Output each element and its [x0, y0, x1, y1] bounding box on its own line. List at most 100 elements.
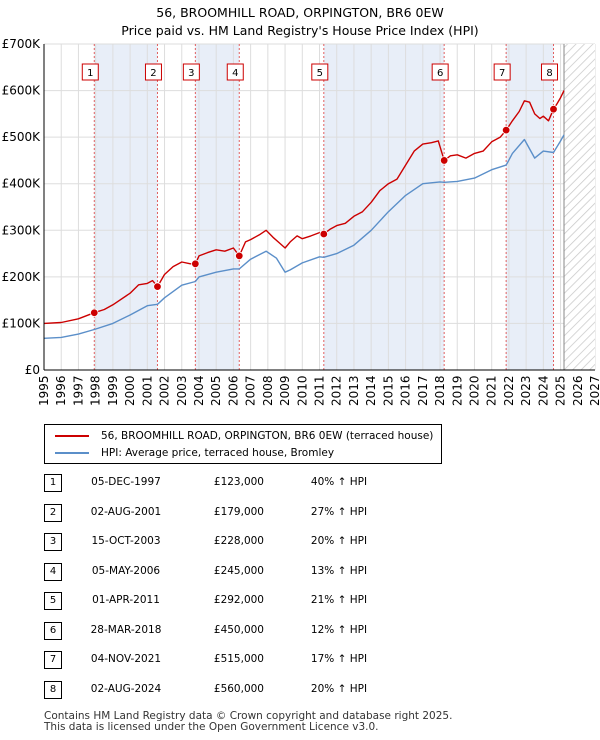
x-tick-label: 2016	[399, 375, 413, 406]
sale-point-8	[549, 104, 558, 114]
sale-marker-label-6: 6	[437, 68, 443, 79]
x-tick-label: 2025	[554, 375, 568, 406]
ownership-shade-5	[323, 44, 445, 370]
x-tick-label: 2003	[175, 375, 189, 406]
sale-date: 28-MAR-2018	[90, 623, 162, 636]
footer-licence: This data is licensed under the Open Gov…	[44, 721, 379, 733]
x-tick-label: 2002	[158, 375, 172, 406]
sale-row: 5 01-APR-2011 £292,000 21% ↑ HPI	[44, 592, 404, 610]
x-tick-label: 2005	[209, 375, 223, 406]
sale-marker-label-1: 1	[87, 68, 93, 79]
sale-marker-box-5	[311, 63, 329, 81]
x-tick-label: 2004	[192, 375, 206, 406]
legend-label-property: 56, BROOMHILL ROAD, ORPINGTON, BR6 0EW (…	[101, 430, 434, 442]
sale-hpi-change: 20% ↑ HPI	[310, 682, 368, 695]
sale-row: 4 05-MAY-2006 £245,000 13% ↑ HPI	[44, 562, 404, 581]
sale-number: 4	[44, 562, 62, 581]
forecast-hatch	[564, 44, 595, 370]
x-tick-label: 2013	[347, 375, 361, 406]
footer: Contains HM Land Registry data © Crown c…	[44, 711, 452, 733]
x-tick-label: 2009	[278, 375, 292, 406]
sale-number: 3	[44, 533, 62, 551]
sale-price: £245,000	[213, 564, 264, 577]
sale-number: 7	[44, 651, 62, 669]
sale-row: 7 04-NOV-2021 £515,000 17% ↑ HPI	[44, 651, 404, 669]
sale-price: £515,000	[213, 653, 264, 665]
x-tick-label: 2001	[140, 375, 154, 406]
y-tick-label: £500K	[2, 130, 42, 144]
y-tick-label: £0	[25, 363, 40, 377]
sale-row: 6 28-MAR-2018 £450,000 12% ↑ HPI	[44, 621, 404, 640]
sale-marker-label-3: 3	[188, 68, 194, 79]
sale-price: £292,000	[213, 594, 264, 606]
sale-date: 01-APR-2011	[92, 594, 160, 606]
sale-hpi-change: 27% ↑ HPI	[310, 505, 368, 518]
sale-number: 2	[44, 503, 62, 522]
sale-marker-box-1	[81, 63, 99, 81]
sale-row: 3 15-OCT-2003 £228,000 20% ↑ HPI	[44, 533, 404, 551]
chart-title: 56, BROOMHILL ROAD, ORPINGTON, BR6 0EW P…	[0, 4, 600, 40]
sale-point-6	[439, 156, 449, 165]
x-tick-label: 2006	[226, 375, 240, 406]
x-tick-label: 2022	[502, 375, 516, 406]
legend-label-hpi: HPI: Average price, terraced house, Brom…	[101, 447, 335, 459]
x-tick-label: 2015	[381, 375, 395, 406]
x-tick-label: 1999	[106, 375, 120, 406]
y-tick-label: £700K	[2, 37, 42, 51]
title-subtitle: Price paid vs. HM Land Registry's House …	[121, 23, 479, 38]
title-address: 56, BROOMHILL ROAD, ORPINGTON, BR6 0EW	[156, 5, 444, 20]
sale-marker-label-4: 4	[232, 68, 238, 79]
sale-price: £179,000	[213, 505, 264, 518]
chart-legend: 56, BROOMHILL ROAD, ORPINGTON, BR6 0EW (…	[44, 424, 442, 464]
sale-marker-box-7	[493, 63, 511, 81]
sale-hpi-change: 40% ↑ HPI	[310, 476, 368, 488]
sale-number: 8	[44, 680, 62, 699]
sale-point-1	[90, 308, 99, 317]
y-tick-label: £100K	[2, 316, 42, 330]
sale-point-5	[319, 229, 329, 239]
sale-date: 02-AUG-2024	[90, 682, 162, 695]
sale-marker-box-3	[182, 63, 200, 81]
sale-marker-box-8	[541, 63, 559, 81]
sale-marker-label-2: 2	[150, 68, 156, 79]
x-tick-label: 2020	[467, 375, 481, 406]
sale-marker-box-2	[144, 63, 162, 81]
x-tick-label: 1998	[89, 375, 103, 406]
sale-hpi-change: 20% ↑ HPI	[310, 535, 368, 547]
sale-row: 8 02-AUG-2024 £560,000 20% ↑ HPI	[44, 680, 404, 699]
price-chart: 1 2 3 4 5 6 7 8 £0 £100K £200K £300K £400K £500K £600…	[2, 37, 600, 406]
footer-copyright: Contains HM Land Registry data © Crown c…	[44, 710, 453, 722]
sale-number: 5	[44, 592, 62, 610]
legend-item-property: 56, BROOMHILL ROAD, ORPINGTON, BR6 0EW (…	[55, 428, 433, 444]
x-tick-label: 2026	[571, 375, 585, 406]
x-tick-label: 2014	[364, 375, 378, 406]
sale-price: £560,000	[213, 682, 264, 695]
sale-row: 2 02-AUG-2001 £179,000 27% ↑ HPI	[44, 503, 404, 522]
x-tick-label: 2012	[330, 375, 344, 406]
x-tick-label: 2021	[485, 375, 499, 406]
x-tick-label: 2018	[433, 375, 447, 406]
x-tick-label: 2023	[519, 375, 533, 406]
sale-row: 1 05-DEC-1997 £123,000 40% ↑ HPI	[44, 474, 404, 492]
y-tick-label: £600K	[2, 84, 42, 98]
x-tick-label: 2017	[416, 375, 430, 406]
sale-point-7	[501, 125, 511, 135]
sale-marker-label-7: 7	[499, 68, 505, 79]
sale-hpi-change: 12% ↑ HPI	[310, 623, 368, 636]
sale-marker-label-5: 5	[317, 68, 323, 79]
ownership-shade-1	[94, 44, 158, 370]
sale-marker-box-6	[431, 63, 449, 81]
sale-price: £450,000	[213, 623, 264, 636]
ownership-shade-7	[506, 44, 554, 370]
y-tick-label: £300K	[2, 223, 42, 237]
legend-swatch-property	[55, 435, 89, 437]
hpi-line	[43, 134, 565, 339]
x-tick-label: 2000	[123, 375, 137, 406]
sale-point-2	[153, 282, 162, 291]
sale-number: 1	[44, 474, 62, 492]
sale-date: 05-MAY-2006	[91, 564, 161, 577]
sale-point-4	[235, 251, 244, 261]
x-tick-label: 2011	[313, 375, 327, 406]
sale-date: 02-AUG-2001	[90, 505, 162, 518]
sale-date: 04-NOV-2021	[90, 653, 162, 665]
